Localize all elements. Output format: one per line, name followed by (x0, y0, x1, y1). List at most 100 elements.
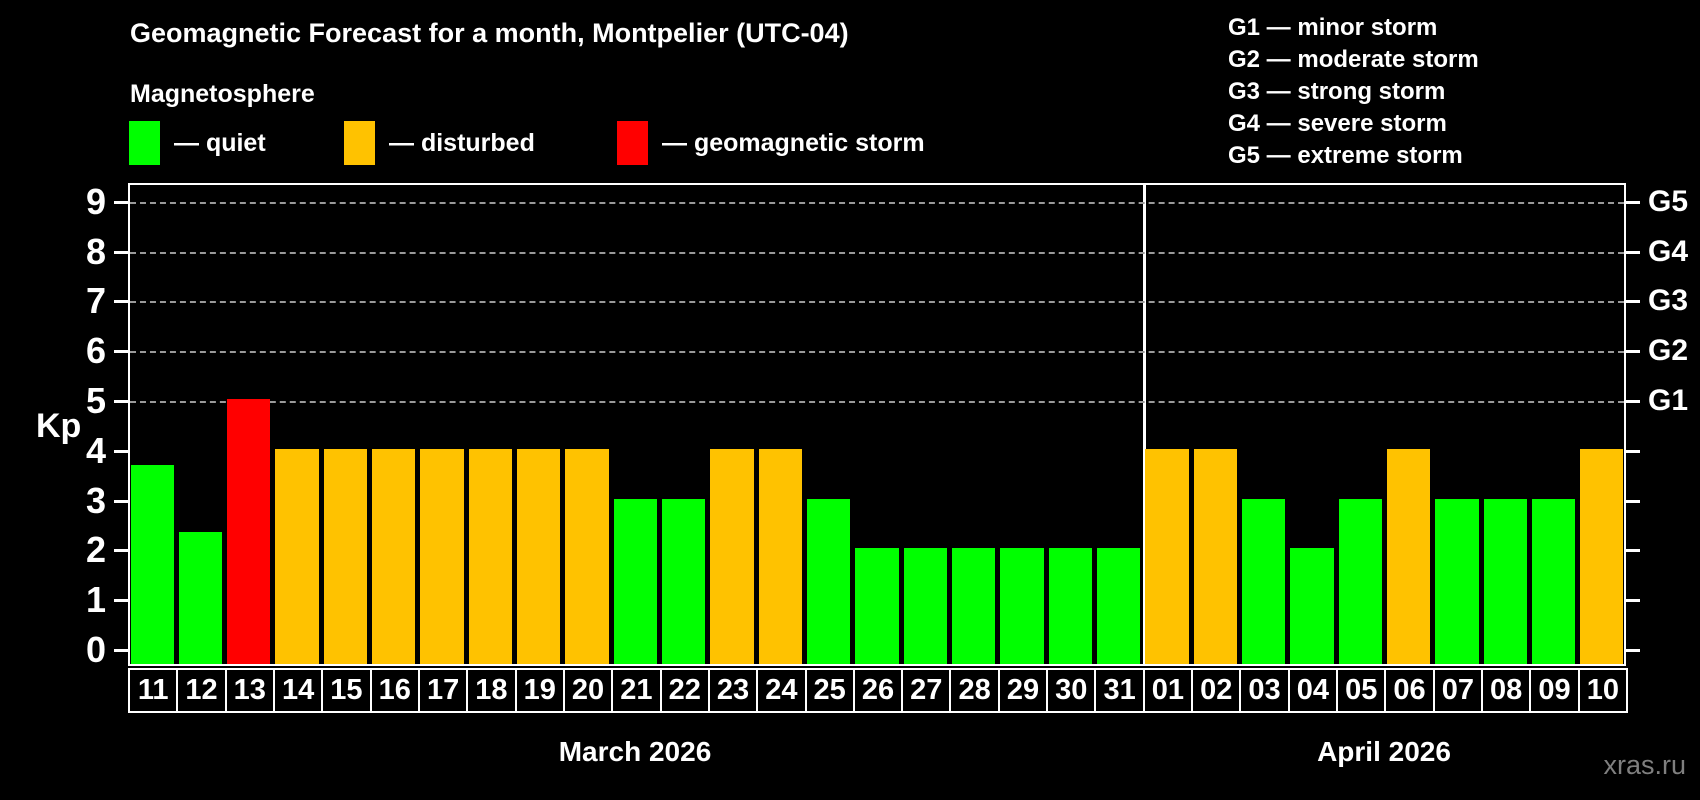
left-tick-kp3 (114, 499, 128, 503)
month-label-march: March 2026 (558, 736, 712, 767)
left-tick-kp2 (114, 549, 128, 553)
chart-title: Geomagnetic Forecast for a month, Montpe… (130, 18, 849, 48)
kp-bar-day-29 (1000, 548, 1044, 664)
kp-bar-day-30 (1048, 548, 1092, 664)
left-tick-kp0 (114, 649, 128, 652)
g1-legend-line: G1 — minor storm (1228, 14, 1438, 41)
right-tick-kp3 (1626, 499, 1640, 503)
kp-bar-day-27 (903, 548, 947, 664)
xras-watermark: xras.ru (1603, 750, 1686, 780)
kp-bar-day-08 (1483, 498, 1527, 664)
g4-legend-line: G4 — severe storm (1228, 110, 1447, 137)
kp-bar-day-31 (1096, 548, 1141, 664)
day-label-01: 01 (1142, 668, 1194, 713)
y-axis-label-9: 9 (85, 180, 106, 222)
legend-item-disturbed: — disturbed (344, 120, 535, 166)
right-tick-kp7 (1626, 300, 1640, 304)
left-tick-kp7 (114, 300, 128, 304)
day-label-15: 15 (321, 668, 372, 713)
kp-bar-day-28 (951, 548, 996, 664)
gridline-kp6 (130, 351, 1624, 354)
day-label-14: 14 (272, 668, 324, 713)
kp-bar-day-16 (372, 448, 416, 664)
kp-bar-day-13 (227, 399, 271, 664)
gridline-kp7 (130, 301, 1624, 304)
g5-legend-line: G5 — extreme storm (1228, 142, 1463, 169)
legend-item-storm: — geomagnetic storm (617, 120, 925, 166)
y-axis-label-2: 2 (85, 529, 106, 571)
left-tick-kp6 (114, 350, 128, 354)
y-axis-label-4: 4 (85, 429, 106, 471)
left-tick-kp8 (114, 250, 128, 254)
plot-area (128, 183, 1626, 666)
gridline-kp9 (130, 201, 1624, 204)
day-label-22: 22 (659, 668, 710, 713)
quiet-color-swatch (129, 121, 160, 165)
month-label-april: April 2026 (1317, 736, 1451, 767)
left-tick-kp4 (114, 449, 128, 453)
day-label-19: 19 (514, 668, 565, 713)
kp-bar-day-06 (1386, 448, 1431, 664)
day-label-04: 04 (1287, 668, 1339, 713)
y-axis-label-6: 6 (85, 330, 106, 372)
right-tick-kp5 (1626, 400, 1640, 403)
day-label-07: 07 (1432, 668, 1484, 713)
y-axis-label-1: 1 (85, 579, 106, 621)
day-label-11: 11 (128, 668, 179, 713)
kp-bar-day-25 (807, 498, 851, 664)
day-label-02: 02 (1191, 668, 1242, 713)
month-divider-line (1142, 185, 1146, 664)
y-axis-label-7: 7 (85, 280, 106, 322)
right-tick-kp6 (1626, 350, 1640, 354)
kp-bar-day-22 (662, 498, 706, 664)
day-label-13: 13 (224, 668, 275, 713)
left-tick-kp9 (114, 200, 128, 204)
right-tick-kp0 (1626, 649, 1640, 652)
right-axis-label-g3: G3 (1648, 284, 1689, 318)
day-label-31: 31 (1094, 668, 1145, 713)
day-label-24: 24 (756, 668, 807, 713)
g3-legend-line: G3 — strong storm (1228, 78, 1446, 105)
day-label-05: 05 (1336, 668, 1387, 713)
kp-bar-day-10 (1580, 448, 1624, 664)
y-axis-label-0: 0 (85, 629, 106, 670)
day-label-17: 17 (417, 668, 469, 713)
left-tick-kp5 (114, 400, 128, 403)
y-axis-label-3: 3 (85, 479, 106, 521)
right-tick-kp8 (1626, 250, 1640, 254)
right-axis-label-g2: G2 (1648, 334, 1689, 368)
gridline-kp5 (130, 401, 1624, 403)
kp-bar-day-07 (1435, 498, 1479, 664)
magnetosphere-subtitle: Magnetosphere (130, 80, 315, 108)
legend-item-quiet: — quiet (129, 120, 266, 166)
day-label-06: 06 (1384, 668, 1435, 713)
right-tick-kp9 (1626, 200, 1640, 204)
day-label-27: 27 (901, 668, 952, 713)
day-label-16: 16 (369, 668, 420, 713)
right-axis-label-g5: G5 (1648, 184, 1689, 218)
kp-bar-day-15 (323, 448, 368, 664)
day-label-30: 30 (1046, 668, 1097, 713)
g2-legend-line: G2 — moderate storm (1228, 46, 1479, 73)
kp-bar-day-23 (710, 448, 754, 664)
day-label-10: 10 (1577, 668, 1628, 713)
legend-label-storm: — geomagnetic storm (662, 128, 925, 157)
kp-bar-day-21 (613, 498, 658, 664)
y-axis-label-5: 5 (85, 380, 106, 421)
kp-bar-day-09 (1531, 498, 1576, 664)
kp-bar-day-17 (420, 448, 464, 664)
kp-bar-day-11 (130, 465, 174, 664)
kp-bar-day-04 (1290, 548, 1334, 664)
kp-bar-day-19 (517, 448, 561, 664)
g-scale-legend: G1 — minor storm G2 — moderate storm G3 … (1228, 12, 1479, 172)
kp-bar-day-03 (1241, 498, 1286, 664)
day-label-25: 25 (804, 668, 855, 713)
storm-color-swatch (617, 121, 648, 165)
y-axis-label-8: 8 (85, 230, 106, 272)
day-label-20: 20 (562, 668, 614, 713)
kp-bar-day-24 (758, 448, 802, 664)
gridline-kp8 (130, 251, 1624, 254)
kp-bar-day-14 (275, 448, 319, 664)
right-axis-label-g1: G1 (1648, 384, 1689, 417)
